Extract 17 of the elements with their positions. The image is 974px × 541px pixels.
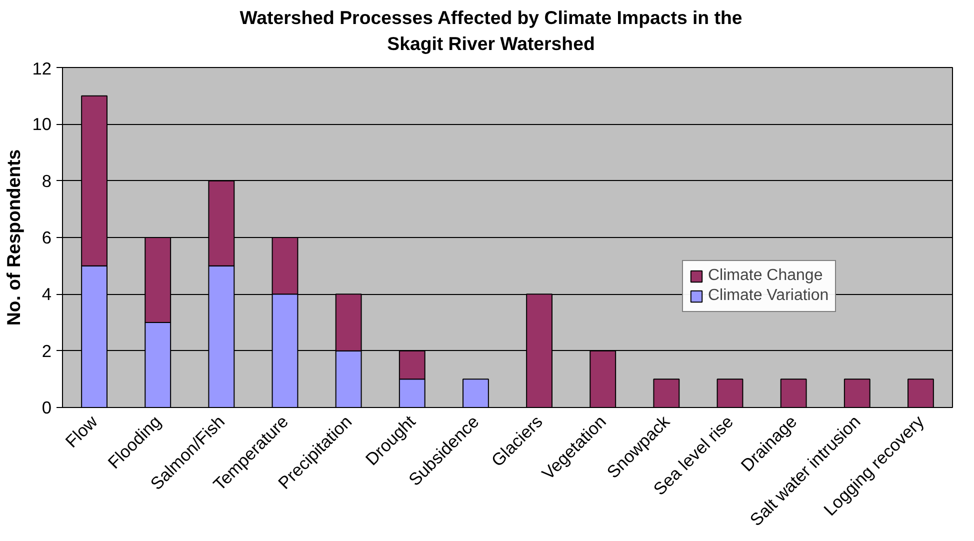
y-tick-label: 0	[42, 398, 52, 418]
y-tick-label: 8	[42, 171, 52, 192]
bar	[716, 378, 744, 408]
chart-title: Watershed Processes Affected by Climate Impacts in the Skagit River Watershed	[240, 6, 742, 56]
bar	[653, 378, 680, 408]
y-tick-label: 12	[32, 58, 52, 79]
bar	[462, 378, 489, 408]
legend-label: Climate Change	[708, 267, 823, 286]
y-tick-label: 10	[32, 114, 52, 134]
legend-label: Climate Variation	[708, 287, 829, 306]
y-tick-label: 6	[42, 228, 52, 248]
bar	[844, 378, 870, 408]
y-axis-title: No. of Respondents	[3, 150, 24, 326]
y-tick-label: 2	[42, 341, 52, 362]
bar	[780, 378, 807, 408]
y-tick-label: 4	[42, 284, 52, 304]
bar	[908, 378, 934, 408]
